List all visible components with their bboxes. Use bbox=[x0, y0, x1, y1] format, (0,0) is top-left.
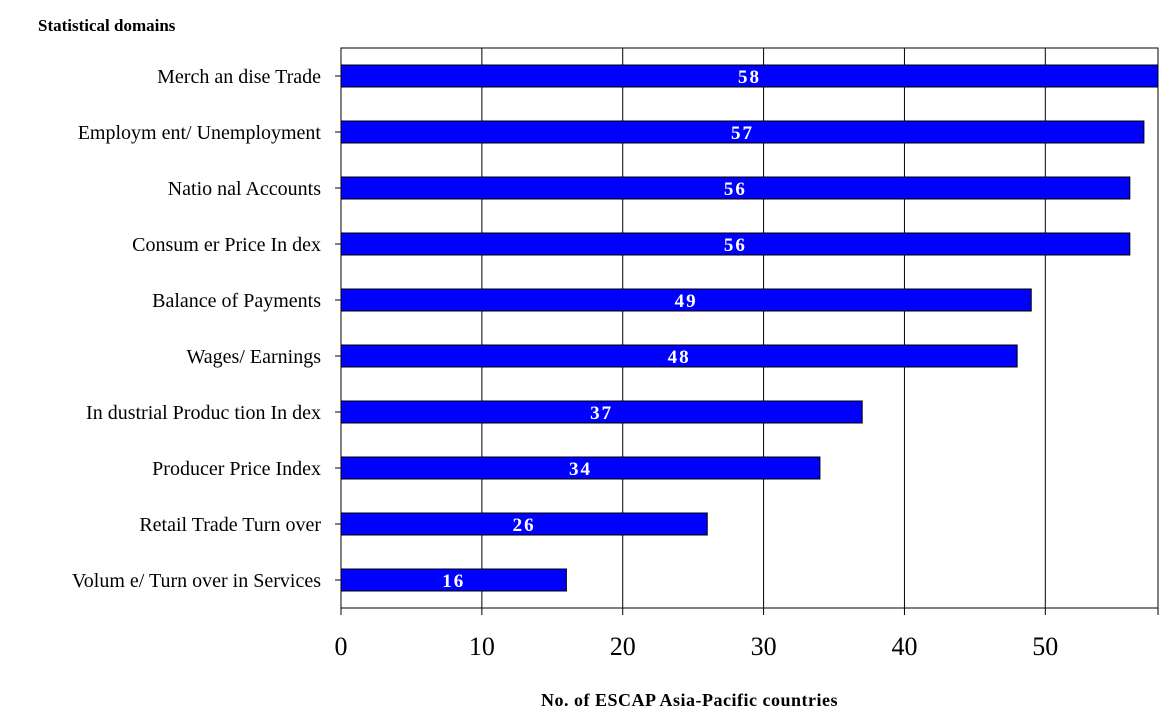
data-label: 56 bbox=[724, 235, 747, 256]
data-label: 16 bbox=[442, 571, 465, 592]
category-label: Consum er Price In dex bbox=[132, 234, 321, 256]
data-label: 26 bbox=[513, 515, 536, 536]
data-label: 34 bbox=[569, 459, 592, 480]
category-label: Employm ent/ Unemployment bbox=[78, 122, 322, 144]
data-label: 37 bbox=[590, 403, 613, 424]
axes bbox=[335, 47, 1159, 615]
y-axis-title: Statistical domains bbox=[38, 16, 176, 35]
data-label: 56 bbox=[724, 179, 747, 200]
bars bbox=[340, 64, 1159, 592]
x-axis-title: No. of ESCAP Asia-Pacific countries bbox=[541, 690, 838, 710]
category-label: Retail Trade Turn over bbox=[139, 514, 321, 536]
x-tick-label: 20 bbox=[610, 632, 636, 661]
data-label: 48 bbox=[668, 347, 691, 368]
plot-border bbox=[340, 47, 1159, 609]
x-tick-label: 40 bbox=[891, 632, 917, 661]
x-tick-label: 10 bbox=[469, 632, 495, 661]
category-label: In dustrial Produc tion In dex bbox=[86, 402, 321, 424]
x-tick-label: 0 bbox=[335, 632, 348, 661]
data-label: 57 bbox=[731, 123, 754, 144]
category-label: Natio nal Accounts bbox=[168, 178, 322, 200]
x-tick-label: 30 bbox=[751, 632, 777, 661]
x-tick-label: 50 bbox=[1032, 632, 1058, 661]
data-label: 58 bbox=[738, 67, 761, 88]
category-label: Merch an dise Trade bbox=[157, 66, 321, 88]
category-label: Volum e/ Turn over in Services bbox=[72, 570, 321, 592]
category-label: Balance of Payments bbox=[152, 290, 321, 312]
data-label: 49 bbox=[675, 291, 698, 312]
category-label: Producer Price Index bbox=[152, 458, 321, 480]
category-label: Wages/ Earnings bbox=[187, 346, 322, 368]
labels: 0 10 20 30 40 50 58 Merch an dise Trade 57 Employ… bbox=[72, 66, 1058, 661]
